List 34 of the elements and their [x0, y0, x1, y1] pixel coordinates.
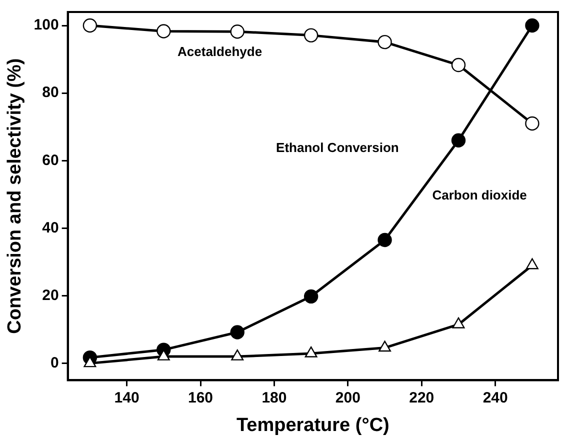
point [156, 24, 171, 38]
y-tick-label: 80 [42, 84, 59, 102]
y-tick-label: 0 [50, 354, 59, 372]
point [378, 34, 392, 50]
y-axis-title: Conversion and selectivity (%) [4, 58, 26, 334]
point [525, 18, 540, 33]
y-tick-label: 60 [42, 152, 59, 169]
point [452, 317, 465, 328]
point [451, 133, 466, 148]
point [230, 325, 244, 340]
x-tick-label: 160 [188, 389, 214, 406]
annotation: Ethanol Conversion [276, 140, 399, 155]
point [378, 340, 392, 352]
point [304, 28, 318, 42]
y-tick-label: 100 [34, 16, 59, 34]
y-tick-label: 20 [42, 286, 59, 304]
x-tick-label: 200 [335, 389, 360, 406]
point [304, 289, 318, 304]
point [526, 258, 538, 270]
x-tick-label: 220 [409, 389, 434, 406]
x-tick-label: 180 [262, 389, 287, 406]
point [230, 24, 244, 39]
point [451, 58, 466, 72]
x-tick-label: 140 [114, 389, 140, 406]
x-axis-title: Temperature (°C) [236, 414, 390, 436]
point [231, 349, 244, 360]
point [304, 346, 318, 358]
point [82, 18, 98, 33]
annotation: Carbon dioxide [432, 188, 527, 203]
point [525, 116, 540, 131]
y-tick-label: 40 [42, 219, 59, 236]
x-tick-label: 240 [482, 389, 508, 406]
point [378, 232, 392, 248]
annotation: Acetaldehyde [178, 44, 262, 60]
